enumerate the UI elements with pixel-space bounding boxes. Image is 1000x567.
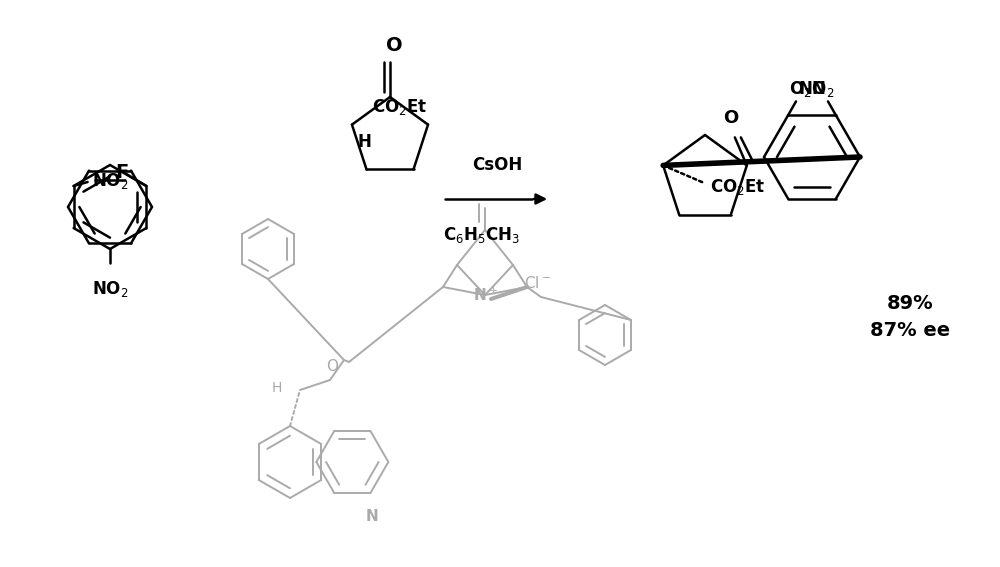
Text: H: H (272, 381, 282, 395)
Text: O$_2$N: O$_2$N (789, 79, 826, 99)
Text: N: N (366, 509, 379, 524)
Text: N$^+$: N$^+$ (473, 286, 497, 304)
Text: O: O (386, 36, 402, 55)
Text: H: H (358, 133, 372, 151)
Text: CO$_2$Et: CO$_2$Et (372, 96, 427, 117)
Text: CsOH: CsOH (472, 156, 522, 174)
Text: 89%
87% ee: 89% 87% ee (870, 294, 950, 340)
Text: C$_6$H$_5$CH$_3$: C$_6$H$_5$CH$_3$ (443, 225, 521, 245)
Text: F: F (116, 163, 129, 181)
Text: Cl$^-$: Cl$^-$ (524, 275, 550, 291)
Text: CO$_2$Et: CO$_2$Et (710, 177, 766, 197)
Text: NO$_2$: NO$_2$ (92, 171, 128, 191)
Text: NO$_2$: NO$_2$ (798, 79, 834, 99)
Text: O: O (723, 109, 738, 128)
Text: O: O (326, 359, 338, 374)
Text: NO$_2$: NO$_2$ (92, 279, 128, 299)
